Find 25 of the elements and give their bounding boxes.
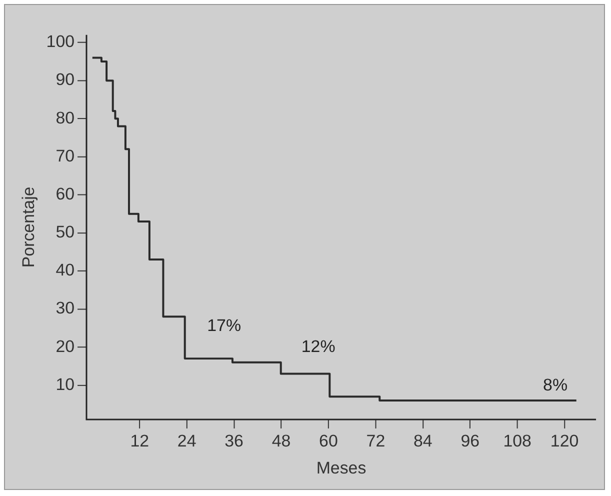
x-axis-title: Meses <box>316 458 366 478</box>
x-tick-label: 96 <box>460 431 480 450</box>
annotation: 8% <box>543 376 568 395</box>
y-tick-label: 60 <box>56 184 75 204</box>
y-tick-label: 90 <box>56 70 75 90</box>
annotation: 12% <box>301 337 336 356</box>
x-tick-label: 120 <box>550 431 579 450</box>
y-axis-title: Porcentaje <box>18 186 38 268</box>
y-tick-label: 40 <box>56 260 75 280</box>
y-tick-label: 70 <box>56 146 75 166</box>
x-tick-label: 72 <box>366 431 386 450</box>
y-tick-label: 80 <box>56 108 75 128</box>
x-tick-label: 60 <box>319 431 338 450</box>
x-tick-label: 48 <box>272 431 291 450</box>
y-tick-label: 50 <box>56 222 75 242</box>
y-tick-label: 100 <box>46 32 75 52</box>
y-tick-label: 30 <box>56 298 75 318</box>
y-tick-label: 10 <box>56 374 75 394</box>
x-tick-label: 24 <box>177 431 196 450</box>
annotation: 17% <box>207 316 242 336</box>
x-tick-label: 12 <box>130 431 150 450</box>
x-tick-label: 36 <box>224 431 244 450</box>
x-tick-label: 84 <box>413 431 432 450</box>
x-tick-label: 108 <box>503 431 532 450</box>
y-tick-label: 20 <box>56 336 75 356</box>
